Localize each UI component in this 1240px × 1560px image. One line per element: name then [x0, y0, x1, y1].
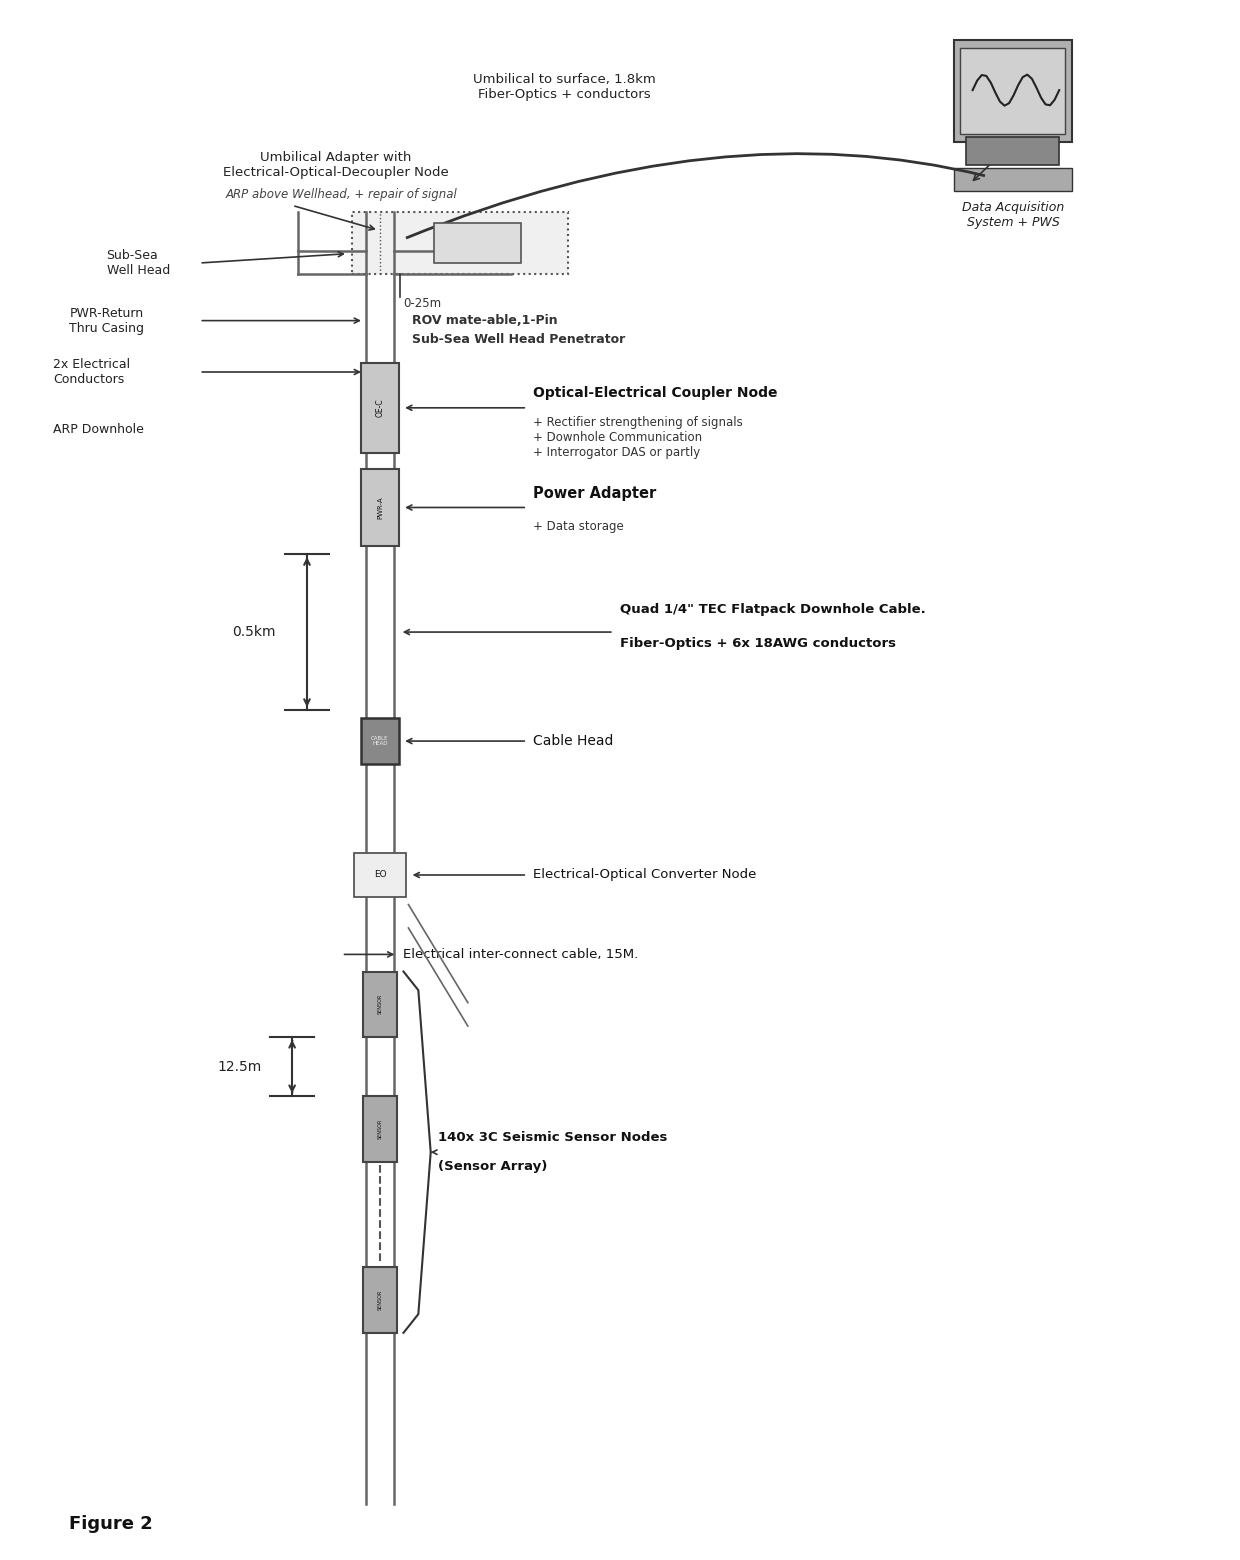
- Text: (Sensor Array): (Sensor Array): [438, 1161, 548, 1173]
- Text: PWR-Return
Thru Casing: PWR-Return Thru Casing: [69, 307, 144, 334]
- Text: Data Acquisition
System + PWS: Data Acquisition System + PWS: [962, 201, 1065, 229]
- Bar: [362, 1267, 397, 1332]
- Text: + Rectifier strengthening of signals
+ Downhole Communication
+ Interrogator DAS: + Rectifier strengthening of signals + D…: [533, 415, 743, 459]
- Bar: [954, 168, 1071, 192]
- Text: 140x 3C Seismic Sensor Nodes: 140x 3C Seismic Sensor Nodes: [438, 1131, 667, 1145]
- Text: SENSOR: SENSOR: [377, 994, 382, 1014]
- Text: ROV mate-able,1-Pin: ROV mate-able,1-Pin: [412, 315, 558, 328]
- Text: Optical-Electrical Coupler Node: Optical-Electrical Coupler Node: [533, 385, 777, 399]
- Text: ARP above Wellhead, + repair of signal: ARP above Wellhead, + repair of signal: [226, 189, 458, 201]
- Text: 0.5km: 0.5km: [233, 626, 277, 640]
- Text: OE-C: OE-C: [376, 398, 384, 417]
- Text: 0-25m: 0-25m: [403, 298, 441, 310]
- Text: + Data storage: + Data storage: [533, 519, 624, 534]
- Bar: [960, 48, 1065, 134]
- Text: PWR-A: PWR-A: [377, 496, 383, 519]
- Text: Umbilical Adapter with
Electrical-Optical-Decoupler Node: Umbilical Adapter with Electrical-Optica…: [222, 151, 449, 179]
- Text: 2x Electrical
Conductors: 2x Electrical Conductors: [53, 357, 130, 385]
- Bar: [362, 1097, 397, 1162]
- Text: Umbilical to surface, 1.8km
Fiber-Optics + conductors: Umbilical to surface, 1.8km Fiber-Optics…: [472, 73, 656, 101]
- Text: Figure 2: Figure 2: [69, 1515, 154, 1533]
- Text: ARP Downhole: ARP Downhole: [53, 423, 144, 437]
- Text: Fiber-Optics + 6x 18AWG conductors: Fiber-Optics + 6x 18AWG conductors: [620, 636, 897, 649]
- Text: Quad 1/4" TEC Flatpack Downhole Cable.: Quad 1/4" TEC Flatpack Downhole Cable.: [620, 604, 926, 616]
- Bar: [351, 212, 568, 275]
- Text: Electrical inter-connect cable, 15M.: Electrical inter-connect cable, 15M.: [403, 948, 639, 961]
- Text: SENSOR: SENSOR: [377, 1290, 382, 1310]
- Text: SENSOR: SENSOR: [377, 1119, 382, 1139]
- Bar: [966, 137, 1059, 165]
- Bar: [362, 972, 397, 1037]
- Text: CABLE
HEAD: CABLE HEAD: [371, 736, 388, 747]
- Text: EO: EO: [373, 870, 387, 880]
- Text: Power Adapter: Power Adapter: [533, 487, 657, 501]
- Text: EIO-D: EIO-D: [463, 237, 492, 248]
- Text: Cable Head: Cable Head: [533, 735, 614, 749]
- Bar: [434, 223, 521, 264]
- Text: Sub-Sea
Well Head: Sub-Sea Well Head: [107, 250, 170, 278]
- Bar: [954, 41, 1071, 142]
- Text: Electrical-Optical Converter Node: Electrical-Optical Converter Node: [533, 869, 756, 881]
- Text: 12.5m: 12.5m: [217, 1059, 262, 1073]
- Bar: [361, 468, 398, 546]
- Bar: [353, 853, 405, 897]
- Bar: [361, 718, 398, 764]
- Text: Sub-Sea Well Head Penetrator: Sub-Sea Well Head Penetrator: [412, 334, 625, 346]
- Bar: [361, 362, 398, 452]
